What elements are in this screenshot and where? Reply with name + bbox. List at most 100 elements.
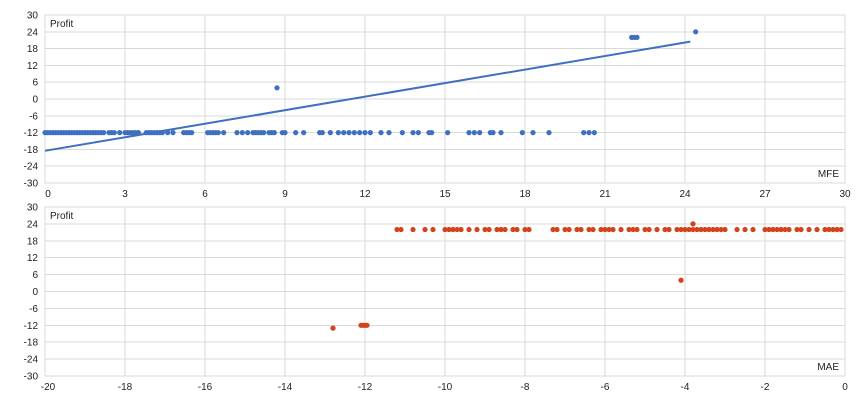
data-point	[261, 130, 267, 136]
data-point	[806, 226, 812, 233]
data-point	[494, 226, 500, 233]
y-tick-label: 30	[27, 203, 39, 214]
data-point	[189, 130, 195, 136]
data-point	[498, 130, 504, 136]
y-tick-label: -18	[24, 145, 39, 156]
data-point	[519, 130, 525, 136]
x-tick-label: 15	[439, 189, 451, 200]
y-tick-label: -18	[24, 338, 39, 349]
data-point	[770, 226, 776, 233]
data-point	[458, 226, 464, 233]
data-point	[221, 130, 227, 136]
data-point	[678, 277, 684, 283]
data-point	[566, 226, 572, 233]
data-point	[830, 226, 836, 233]
data-point	[101, 130, 107, 136]
data-point	[678, 226, 684, 233]
data-point	[367, 130, 373, 136]
y-tick-label: 18	[27, 44, 39, 55]
x-tick-label: -6	[601, 382, 610, 393]
y-tick-label: 0	[32, 287, 38, 298]
data-point	[706, 226, 712, 233]
x-tick-label: -12	[358, 382, 373, 393]
data-point	[486, 226, 492, 233]
y-tick-label: 6	[32, 78, 38, 89]
data-point	[429, 130, 435, 136]
x-tick-label: -2	[761, 382, 770, 393]
x-axis-label: MAE	[817, 362, 839, 373]
x-tick-label: -4	[681, 382, 690, 393]
data-point	[550, 226, 556, 233]
data-point	[814, 226, 820, 233]
data-point	[327, 130, 333, 136]
data-point	[442, 226, 448, 233]
data-point	[581, 130, 587, 136]
data-point	[786, 226, 792, 233]
data-point	[245, 130, 251, 136]
x-tick-label: -8	[521, 382, 530, 393]
data-point	[693, 29, 699, 35]
y-tick-label: 0	[32, 95, 38, 106]
data-point	[682, 226, 688, 233]
data-point	[514, 226, 520, 233]
mfe-profit-chart: 30 24 18 12 6 0 -6 -12 -18 -24 -30 0 3 6 9 12 15 18 21 24 27…	[24, 11, 851, 201]
data-point	[578, 226, 584, 233]
y-axis-label: Profit	[50, 19, 74, 30]
data-point	[838, 226, 844, 233]
data-point	[634, 34, 640, 41]
data-point	[590, 226, 596, 233]
data-point	[346, 130, 352, 136]
data-point	[798, 226, 804, 233]
x-tick-label: 3	[122, 189, 128, 200]
data-point	[610, 226, 616, 233]
data-point	[239, 130, 245, 136]
x-tick-label: 9	[282, 189, 288, 200]
data-point	[477, 130, 483, 136]
data-point	[490, 130, 496, 136]
x-tick-label: 18	[519, 189, 531, 200]
data-point	[282, 130, 288, 136]
data-point	[674, 226, 680, 233]
data-point	[274, 85, 280, 91]
data-point	[606, 226, 612, 233]
data-point	[398, 226, 404, 233]
x-tick-label: 30	[839, 189, 851, 200]
data-point	[330, 325, 336, 331]
data-point	[634, 226, 640, 233]
data-point	[482, 226, 488, 233]
y-tick-label: -24	[24, 162, 39, 173]
data-point	[690, 221, 696, 227]
data-point	[794, 226, 800, 233]
y-tick-label: -12	[24, 321, 39, 332]
x-tick-label: 12	[359, 189, 371, 200]
data-point	[834, 226, 840, 233]
x-tick-label: 6	[202, 189, 208, 200]
data-point	[630, 226, 636, 233]
data-point	[422, 226, 428, 233]
data-point	[471, 130, 477, 136]
x-tick-label: -18	[118, 382, 133, 393]
data-point	[215, 130, 221, 136]
data-point	[778, 226, 784, 233]
x-tick-label: 0	[842, 382, 848, 393]
y-tick-label: -6	[29, 304, 38, 315]
data-point	[690, 226, 696, 233]
data-point	[170, 130, 176, 136]
data-point	[445, 130, 451, 136]
data-point	[159, 130, 165, 136]
data-point	[498, 226, 504, 233]
y-tick-label: 30	[27, 11, 39, 22]
y-tick-label: 12	[27, 61, 39, 72]
data-point	[774, 226, 780, 233]
data-point	[135, 130, 141, 136]
data-point	[526, 226, 532, 233]
data-point	[766, 226, 772, 233]
data-point	[362, 130, 368, 136]
data-point	[654, 226, 660, 233]
y-tick-label: -30	[24, 179, 39, 190]
data-point	[386, 130, 392, 136]
y-tick-label: -6	[29, 111, 38, 122]
x-tick-label: -16	[198, 382, 213, 393]
data-point	[378, 130, 384, 136]
y-tick-label: 24	[27, 27, 39, 38]
